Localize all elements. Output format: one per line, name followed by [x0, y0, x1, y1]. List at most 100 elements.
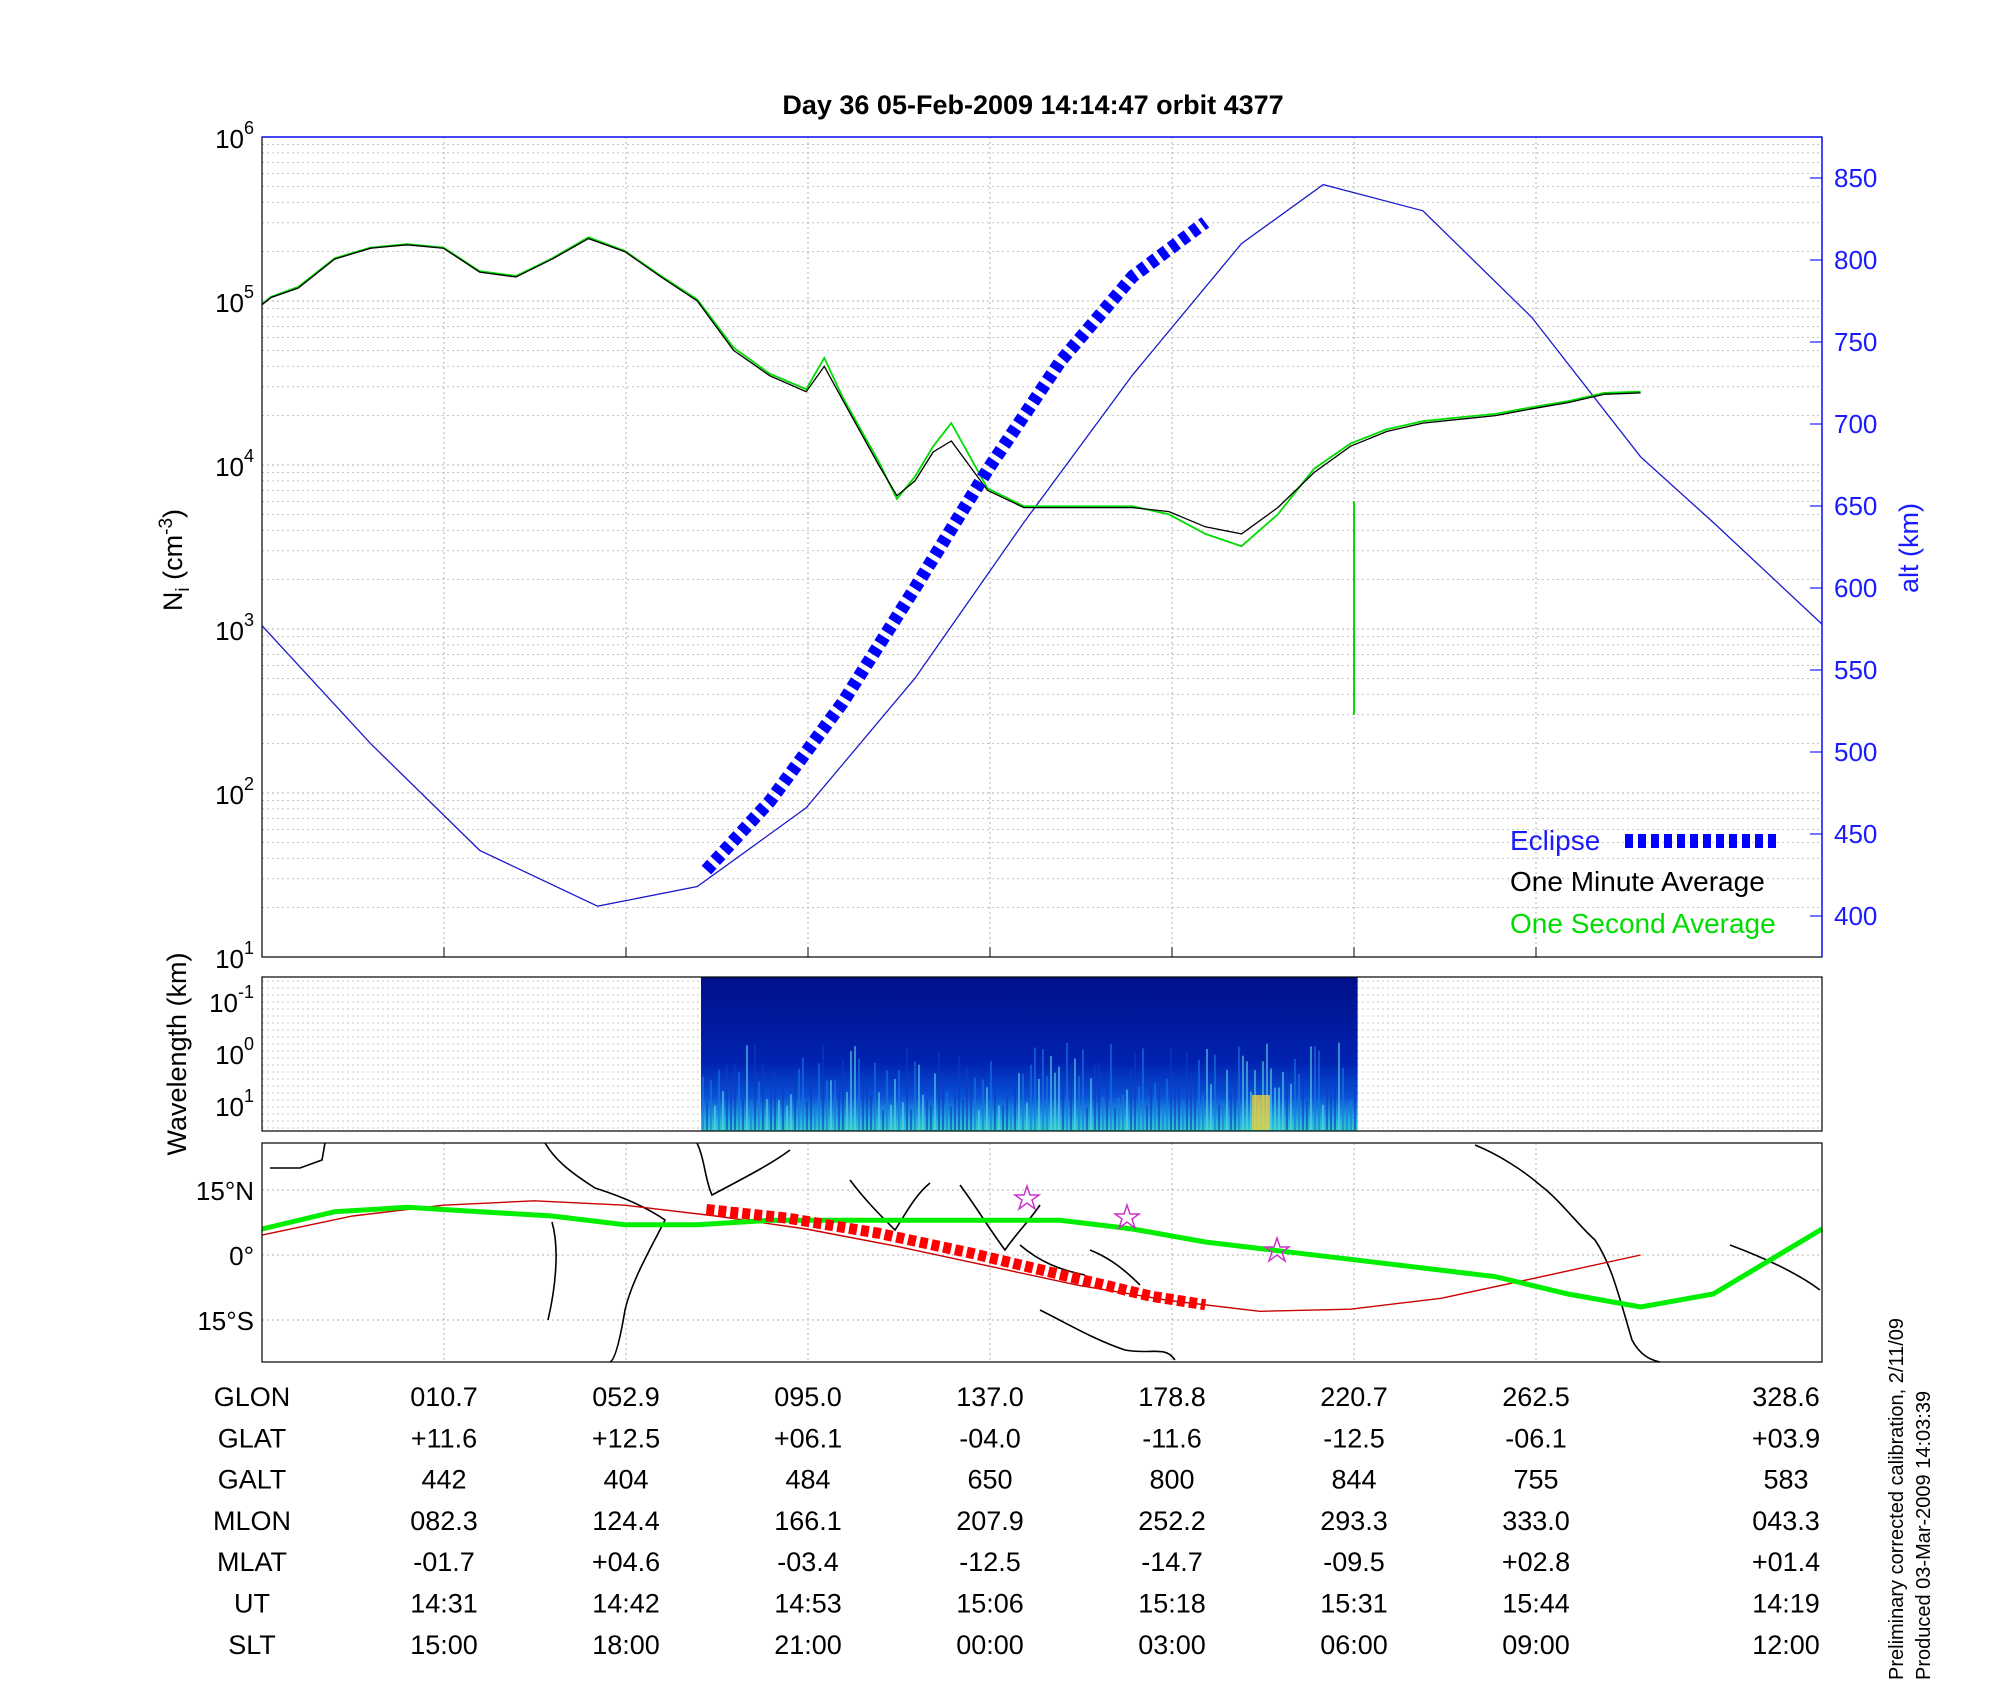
density-y-tick-label: 105 [215, 282, 254, 318]
coastline-south-america-west [1594, 1239, 1661, 1363]
tick-base: 10 [209, 988, 238, 1018]
density-y-label: Ni (cm-3) [156, 509, 194, 611]
alt-y-label: alt (km) [1894, 503, 1924, 593]
legend-second-label: One Second Average [1510, 908, 1776, 939]
orbit-table-cell: 262.5 [1502, 1382, 1570, 1412]
orbit-table-cell: -11.6 [1142, 1423, 1202, 1453]
density-grid [262, 137, 1822, 958]
map-tracks [261, 1200, 1824, 1313]
orbit-table-row-label: GLAT [218, 1423, 287, 1453]
orbit-table-cell: 14:31 [410, 1589, 478, 1619]
orbit-table-cell: 484 [785, 1465, 830, 1495]
tick-exponent: 4 [244, 446, 254, 466]
ylabel-main: N [158, 592, 188, 612]
orbit-table-cell: 333.0 [1502, 1506, 1570, 1536]
coastlines [270, 1142, 1821, 1363]
eclipse-track-line [705, 1204, 1207, 1311]
alt-tick-label: 600 [1834, 573, 1877, 603]
orbit-table-cell: 207.9 [956, 1506, 1024, 1536]
orbit-table-cell: -14.7 [1141, 1547, 1203, 1577]
ylabel-close: ) [158, 509, 188, 518]
coastline-south-america-east [1729, 1244, 1821, 1291]
spectrogram-y-tick-label: 100 [215, 1034, 254, 1070]
spectrogram-y-tick-label: 101 [215, 1086, 254, 1122]
spectrogram-hotspot [1252, 1095, 1270, 1130]
tick-base: 10 [215, 616, 244, 646]
orbit-table-row-label: GALT [218, 1465, 287, 1495]
tick-exponent: 6 [244, 118, 254, 138]
density-series [261, 183, 1823, 907]
orbit-table-row-label: GLON [214, 1382, 291, 1412]
map-frame [261, 1142, 1823, 1363]
ylabel-sup: -3 [156, 518, 177, 535]
orbit-table-row-label: SLT [228, 1630, 276, 1660]
orbit-table-cell: 14:53 [774, 1589, 842, 1619]
orbit-table-cell: 010.7 [410, 1382, 478, 1412]
orbit-table-cell: 220.7 [1320, 1382, 1388, 1412]
ylabel-sub: i [173, 587, 194, 591]
orbit-table-cell: 15:00 [410, 1630, 478, 1660]
one-minute-average-line [261, 237, 1641, 535]
orbit-table-cell: 650 [967, 1465, 1012, 1495]
orbit-table-cell: 06:00 [1320, 1630, 1388, 1660]
orbit-table-row-label: UT [234, 1589, 270, 1619]
orbit-table-cell: 442 [421, 1465, 466, 1495]
tick-base: 10 [215, 452, 244, 482]
orbit-table-cell: +01.4 [1752, 1547, 1820, 1577]
orbit-table-cell: 00:00 [956, 1630, 1024, 1660]
coastline-africa-east [544, 1142, 667, 1363]
orbit-table-cell: 14:19 [1752, 1589, 1820, 1619]
alt-y-ticks: 400 450 500 550 600 650 700 750 800 850 [1810, 163, 1877, 931]
tick-exponent: 5 [244, 282, 254, 302]
map-y-ticks: 15°N 0° 15°S [196, 1176, 254, 1336]
orbit-table-cell: 043.3 [1752, 1506, 1820, 1536]
orbit-table-cell: 124.4 [592, 1506, 660, 1536]
map-stars [1012, 1183, 1292, 1264]
orbit-table-cell: +06.1 [774, 1423, 842, 1453]
density-y-tick-label: 101 [215, 938, 254, 974]
star-marker [1112, 1202, 1142, 1231]
spectrogram-frame [261, 976, 1823, 1132]
orbit-table-cell: 166.1 [774, 1506, 842, 1536]
ylabel-rest: (cm [158, 535, 188, 587]
orbit-table-cell: +03.9 [1752, 1423, 1820, 1453]
spectrogram-y-label: Wavelength (km) [162, 952, 192, 1155]
orbit-table-cell: -03.4 [777, 1547, 839, 1577]
calibration-note: Preliminary corrected calibration, 2/11/… [1886, 1318, 1908, 1680]
alt-tick-label: 700 [1834, 409, 1877, 439]
orbit-table-cell: 15:44 [1502, 1589, 1570, 1619]
tick-base: 10 [215, 124, 244, 154]
alt-tick-label: 400 [1834, 901, 1877, 931]
legend-eclipse-label: Eclipse [1510, 825, 1600, 856]
tick-exponent: 0 [244, 1034, 254, 1054]
orbit-table-cell: 12:00 [1752, 1630, 1820, 1660]
alt-tick-label: 850 [1834, 163, 1877, 193]
orbit-table-cell: 404 [603, 1465, 648, 1495]
map-panel: 15°N 0° 15°S [196, 1142, 1824, 1363]
orbit-table-cell: 15:31 [1320, 1589, 1388, 1619]
orbit-table-cell: -09.5 [1323, 1547, 1385, 1577]
alt-tick-label: 450 [1834, 819, 1877, 849]
coastline-india [849, 1179, 931, 1232]
tick-exponent: 1 [244, 938, 254, 958]
orbit-table-cell: -01.7 [413, 1547, 475, 1577]
one-second-average-line [261, 236, 1641, 548]
density-y-tick-label: 102 [215, 774, 254, 810]
density-y-tick-label: 106 [215, 118, 254, 154]
orbit-table-cell: 052.9 [592, 1382, 660, 1412]
alt-tick-label: 500 [1834, 737, 1877, 767]
altitude-line [261, 183, 1823, 907]
coastline-madagascar [547, 1221, 557, 1321]
orbit-table-cell: 21:00 [774, 1630, 842, 1660]
coastline-arabia [696, 1142, 791, 1197]
tick-base: 10 [215, 944, 244, 974]
legend: Eclipse One Minute Average One Second Av… [1510, 825, 1778, 939]
tick-exponent: 3 [244, 610, 254, 630]
alt-tick-label: 800 [1834, 245, 1877, 275]
tick-exponent: 1 [244, 1086, 254, 1106]
orbit-table-cell: 178.8 [1138, 1382, 1206, 1412]
